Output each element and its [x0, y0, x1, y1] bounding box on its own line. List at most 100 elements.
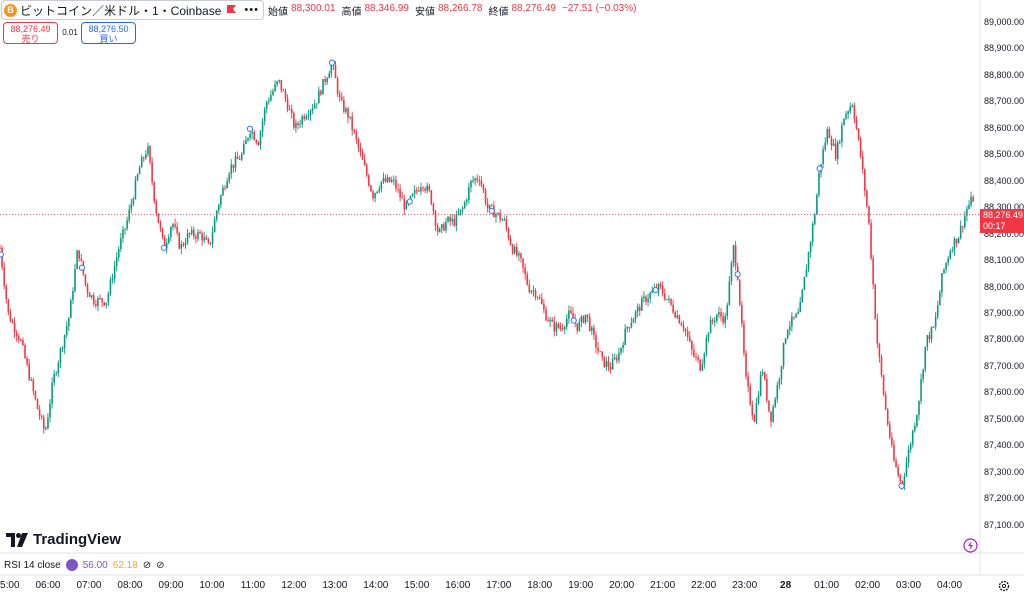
candle-body — [964, 215, 966, 228]
gear-icon[interactable] — [998, 580, 1010, 592]
candle-body — [630, 322, 633, 328]
candle-body — [188, 233, 191, 235]
candle-body — [222, 187, 224, 196]
candle-body — [115, 257, 118, 267]
symbol-selector[interactable]: B ビットコイン／米ドル・1・Coinbase ••• — [1, 0, 264, 20]
event-marker[interactable] — [406, 198, 413, 205]
event-marker[interactable] — [816, 165, 823, 172]
candle-body — [511, 244, 514, 254]
candle-body — [463, 202, 466, 209]
event-marker[interactable] — [898, 482, 905, 489]
event-marker[interactable] — [734, 271, 741, 278]
candle-body — [568, 310, 570, 319]
event-marker[interactable] — [488, 207, 495, 214]
candle-body — [32, 379, 35, 392]
candle-body — [499, 212, 501, 220]
candle-body — [741, 304, 743, 324]
price-tick-label: 88,200.00 — [984, 228, 1024, 239]
candle-body — [782, 343, 785, 367]
candle-body — [61, 348, 64, 350]
candle-body — [970, 197, 972, 206]
candle-body — [711, 319, 714, 322]
sell-button[interactable]: 88,276.49 売り — [3, 22, 58, 44]
candle-body — [580, 316, 583, 322]
candle-body — [288, 109, 291, 111]
candle-body — [393, 179, 395, 181]
candle-body — [26, 358, 28, 365]
candle-body — [205, 237, 208, 240]
candle-body — [932, 326, 935, 328]
candle-body — [622, 344, 624, 348]
more-options-icon[interactable]: ••• — [244, 4, 259, 16]
candle-body — [770, 411, 772, 422]
candle-body — [699, 359, 701, 371]
rsi-hidden-icon-2[interactable]: ⊘ — [156, 559, 165, 571]
rsi-value: 56.00 — [82, 559, 108, 571]
candle-body — [749, 386, 751, 405]
candle-body — [813, 214, 816, 224]
candle-body — [365, 165, 368, 176]
candle-body — [638, 306, 641, 311]
candle-body — [3, 267, 5, 286]
candle-body — [880, 356, 883, 376]
event-marker[interactable] — [652, 287, 659, 294]
event-marker[interactable] — [246, 125, 254, 132]
time-tick-label: 02:00 — [855, 580, 881, 591]
open-label: 始値 — [267, 6, 288, 18]
event-marker[interactable] — [570, 317, 577, 324]
candle-body — [230, 164, 233, 174]
time-tick-label: 01:00 — [814, 580, 840, 591]
candle-body — [716, 314, 718, 322]
candle-body — [42, 417, 45, 429]
candle-body — [657, 284, 660, 291]
candle-body — [832, 143, 835, 146]
candle-body — [413, 189, 416, 194]
price-tick-label: 88,500.00 — [984, 149, 1024, 160]
event-marker[interactable] — [328, 59, 335, 66]
candle-body — [520, 253, 522, 259]
candle-body — [390, 180, 393, 182]
candle-body — [7, 299, 10, 313]
candle-body — [163, 236, 166, 249]
candle-body — [482, 184, 485, 191]
candle-body — [453, 218, 456, 226]
candle-body — [301, 116, 303, 125]
rsi-settings-icon[interactable] — [65, 559, 78, 571]
candle-body — [199, 232, 201, 234]
candle-body — [578, 321, 581, 331]
candle-body — [509, 238, 512, 245]
candle-body — [284, 91, 287, 99]
candle-body — [38, 409, 41, 417]
event-marker[interactable] — [78, 264, 86, 271]
price-tick-label: 88,800.00 — [984, 69, 1024, 80]
candle-body — [959, 226, 962, 238]
candle-body — [795, 313, 797, 318]
candle-body — [591, 327, 593, 331]
candle-body — [86, 284, 89, 293]
open-value: 88,300.01 — [290, 2, 336, 14]
candle-body — [534, 290, 537, 298]
time-tick-label: 19:00 — [568, 580, 594, 591]
flag-icon[interactable] — [227, 5, 237, 15]
candle-body — [247, 137, 249, 141]
candle-body — [563, 326, 566, 330]
event-marker[interactable] — [0, 251, 4, 258]
candle-body — [951, 250, 954, 252]
candle-body — [557, 323, 560, 328]
buy-button[interactable]: 88,276.50 買い — [81, 22, 136, 44]
candle-body — [92, 295, 95, 305]
rsi-label[interactable]: RSI 14 close — [4, 559, 61, 571]
candle-body — [874, 284, 877, 319]
lightning-icon[interactable] — [963, 538, 978, 553]
candle-body — [947, 258, 949, 263]
candle-body — [20, 339, 22, 341]
rsi-hidden-icon-1[interactable]: ⊘ — [142, 559, 152, 571]
candle-body — [943, 269, 945, 274]
candle-body — [572, 312, 574, 320]
event-marker[interactable] — [160, 244, 167, 251]
candle-body — [307, 115, 310, 117]
candle-body — [174, 224, 176, 227]
candle-body — [957, 237, 960, 244]
candle-body — [801, 289, 804, 302]
